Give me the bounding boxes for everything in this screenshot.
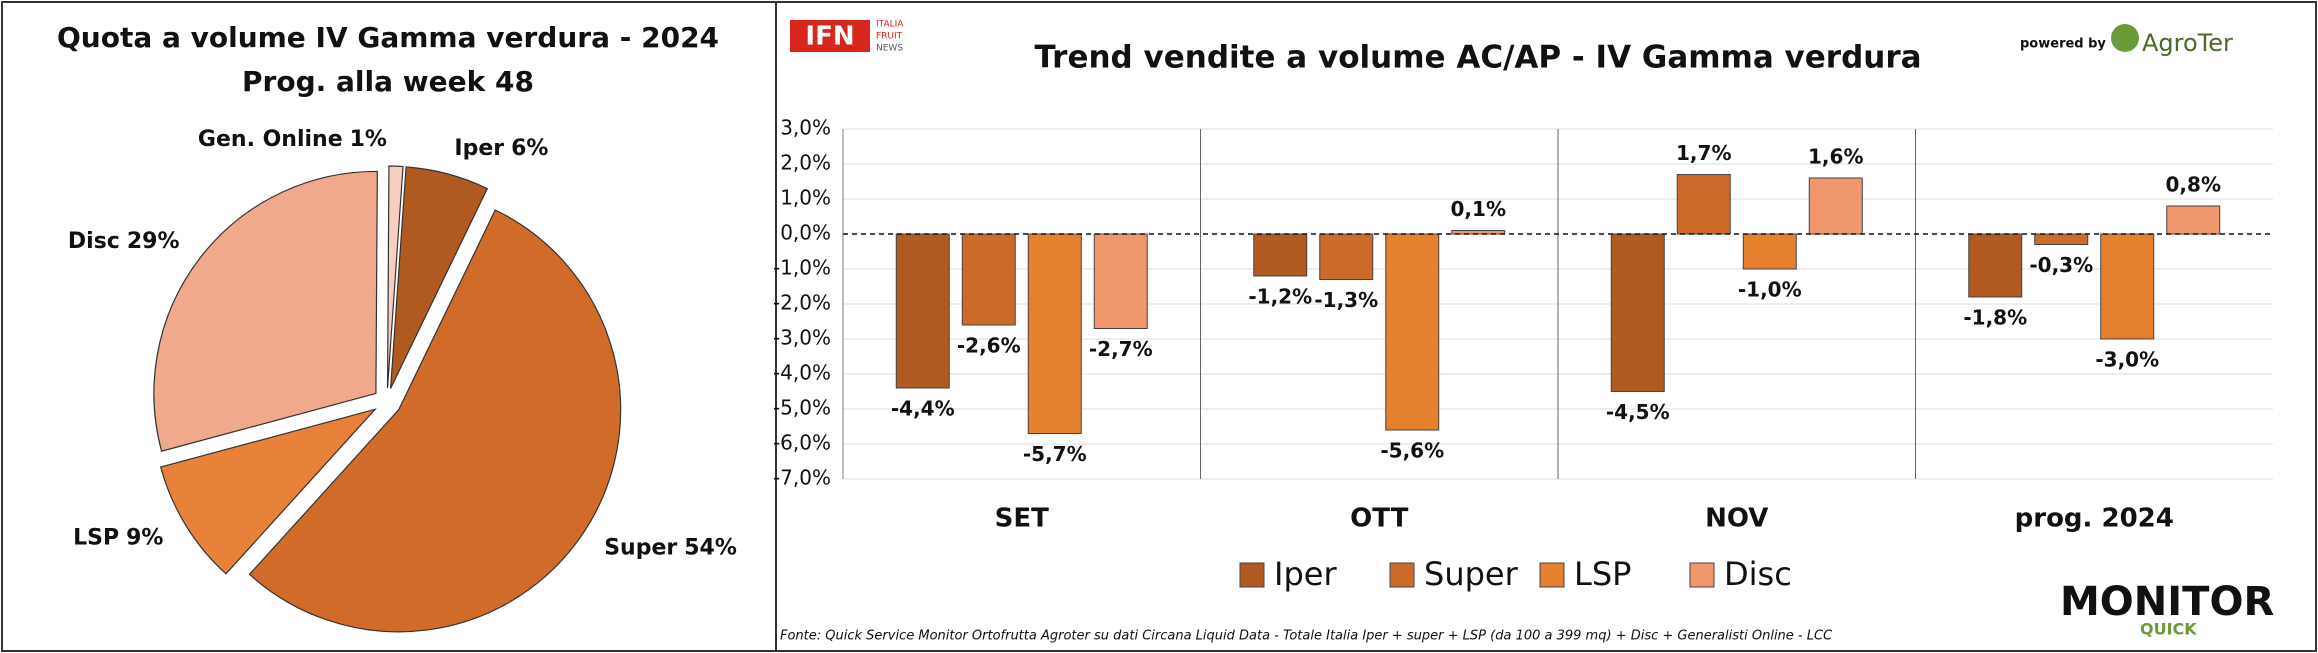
pie-slice (159, 408, 377, 575)
value-label: 1,7% (1676, 141, 1731, 165)
legend-label: Super (1424, 555, 1519, 593)
y-tick-label: -1,0% (773, 256, 831, 280)
pie-label: Disc 29% (68, 229, 180, 254)
y-tick-label: 3,0% (780, 116, 831, 140)
ifn-sub: NEWS (876, 44, 903, 54)
pie-category: Super (604, 536, 677, 561)
x-tick-label: OTT (1350, 504, 1408, 534)
agroter-icon (2111, 24, 2139, 52)
bar (1385, 233, 1440, 431)
ifn-sub: ITALIA (876, 20, 904, 30)
y-tick-label: -4,0% (773, 361, 831, 385)
value-label: -2,6% (957, 334, 1021, 358)
bar (1253, 233, 1308, 277)
pie-category: Iper (454, 136, 504, 161)
legend-label: Iper (1274, 555, 1337, 593)
value-label: 0,1% (1451, 197, 1506, 221)
legend-label: Disc (1724, 555, 1792, 593)
ifn-logo (790, 20, 870, 52)
x-tick-label: SET (995, 504, 1049, 534)
pie-slice (248, 209, 622, 633)
value-label: -1,0% (1738, 278, 1802, 302)
value-label: -2,7% (1089, 337, 1153, 361)
pie-value-label: 9% (126, 526, 163, 551)
powered-by: powered by (2020, 37, 2106, 52)
value-label: -4,5% (1606, 400, 1670, 424)
legend-swatch (1389, 562, 1415, 588)
agroter: AgroTer (2142, 29, 2233, 57)
y-tick-label: -2,0% (773, 291, 831, 315)
y-tick-label: -6,0% (773, 431, 831, 455)
pie-slice (390, 166, 489, 389)
bar (1027, 233, 1082, 434)
bar (1808, 177, 1863, 235)
value-label: 0,8% (2166, 173, 2221, 197)
bar (2100, 233, 2155, 340)
pie-category: Gen. Online (198, 127, 343, 152)
bar (1610, 233, 1665, 392)
legend-swatch (1239, 562, 1265, 588)
value-label: -3,0% (2095, 348, 2159, 372)
legend-swatch (1689, 562, 1715, 588)
bar-border (775, 1, 2317, 652)
value-label: -4,4% (891, 397, 955, 421)
y-tick-label: -5,0% (773, 396, 831, 420)
pie-label: LSP 9% (73, 526, 163, 551)
pie-value-label: 6% (511, 136, 548, 161)
y-tick-label: 1,0% (780, 186, 831, 210)
ifn-text: IFN (805, 22, 854, 52)
value-label: -1,2% (1248, 285, 1312, 309)
legend-label: LSP (1574, 555, 1631, 593)
pie-value-label: 1% (350, 127, 387, 152)
pie-category: Disc (68, 229, 120, 254)
value-label: -0,3% (2029, 253, 2093, 277)
pie-value-label: 54% (684, 536, 737, 561)
pie-label: Gen. Online 1% (198, 127, 387, 152)
ifn-sub: FRUIT (876, 32, 903, 42)
bar (1742, 233, 1797, 270)
bar (1676, 174, 1731, 235)
value-label: -1,3% (1314, 288, 1378, 312)
pie-value-label: 29% (127, 229, 180, 254)
x-tick-label: prog. 2024 (2015, 504, 2174, 534)
y-tick-label: 2,0% (780, 151, 831, 175)
bar (2034, 233, 2089, 245)
bar (961, 233, 1016, 326)
bar (2166, 205, 2221, 235)
monitor: MONITOR (2060, 579, 2274, 625)
value-label: 1,6% (1808, 145, 1863, 169)
y-tick-label: -3,0% (773, 326, 831, 350)
y-tick-label: -7,0% (773, 466, 831, 490)
x-tick-label: NOV (1705, 504, 1768, 534)
bar (895, 233, 950, 389)
bar-title: Trend vendite a volume AC/AP - IV Gamma … (1034, 40, 1921, 76)
legend-swatch (1539, 562, 1565, 588)
source: Fonte: Quick Service Monitor Ortofrutta … (780, 629, 1833, 644)
bar (1319, 233, 1374, 280)
value-label: -5,7% (1023, 442, 1087, 466)
value-label: -5,6% (1380, 439, 1444, 463)
y-tick-label: 0,0% (780, 221, 831, 245)
pie-slice (153, 170, 378, 452)
pie-title: Quota a volume IV Gamma verdura - 2024 P… (56, 21, 720, 98)
pie-label: Super 54% (604, 536, 737, 561)
bar (1093, 233, 1148, 329)
bar (1968, 233, 2023, 298)
bar (1451, 230, 1506, 235)
pie-slice (386, 165, 404, 389)
value-label: -1,8% (1963, 306, 2027, 330)
quick: QUICK (2140, 620, 2197, 639)
pie-label: Iper 6% (454, 136, 548, 161)
pie-category: LSP (73, 526, 119, 551)
